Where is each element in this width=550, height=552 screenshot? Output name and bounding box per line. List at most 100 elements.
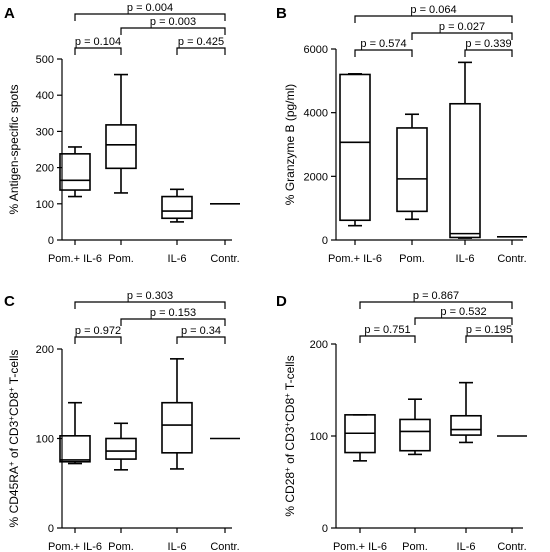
box-iqr bbox=[59, 435, 91, 463]
box-1 bbox=[59, 146, 91, 198]
comparison-bracket: p = 0.751 bbox=[359, 324, 416, 343]
x-category-label: Pom. bbox=[108, 253, 134, 265]
box-2 bbox=[396, 113, 428, 221]
bracket-line bbox=[176, 47, 226, 55]
comparison-bracket: p = 0.104 bbox=[74, 36, 122, 55]
y-tick-label: 400 bbox=[36, 90, 54, 102]
p-value-label: p = 0.004 bbox=[127, 2, 173, 14]
p-value-label: p = 0.574 bbox=[360, 38, 406, 50]
x-category-label: Contr. bbox=[210, 541, 239, 552]
p-value-label: p = 0.195 bbox=[466, 324, 512, 336]
bracket-line bbox=[465, 335, 513, 343]
x-category-label: IL-6 bbox=[168, 541, 187, 552]
y-tick-label: 4000 bbox=[304, 108, 328, 120]
y-tick-label: 2000 bbox=[304, 171, 328, 183]
bracket-line bbox=[74, 336, 122, 344]
box-1 bbox=[339, 73, 371, 227]
comparison-bracket: p = 0.425 bbox=[176, 36, 226, 55]
x-category-label: IL-6 bbox=[168, 253, 187, 265]
p-value-label: p = 0.303 bbox=[127, 290, 173, 302]
p-value-label: p = 0.532 bbox=[440, 306, 486, 318]
y-tick-label: 0 bbox=[322, 523, 328, 535]
x-category-label: IL-6 bbox=[456, 253, 475, 265]
box-2 bbox=[399, 398, 431, 456]
y-axis-label: % Granzyme B (pg/ml) bbox=[283, 84, 297, 205]
x-category-label: Pom. bbox=[108, 541, 134, 552]
x-category-label: IL-6 bbox=[457, 541, 476, 552]
p-value-label: p = 0.027 bbox=[439, 21, 485, 33]
box-1 bbox=[59, 401, 91, 465]
box-iqr bbox=[59, 153, 91, 191]
y-tick-label: 6000 bbox=[304, 44, 328, 56]
p-value-label: p = 0.003 bbox=[150, 16, 196, 28]
p-value-label: p = 0.104 bbox=[75, 36, 121, 48]
bracket-line bbox=[120, 27, 226, 35]
p-value-label: p = 0.425 bbox=[178, 36, 224, 48]
comparison-bracket: p = 0.195 bbox=[465, 324, 513, 343]
y-axis-label: % Antigen-specific spots bbox=[7, 84, 21, 214]
comparison-bracket: p = 0.339 bbox=[464, 38, 513, 57]
comparison-bracket: p = 0.532 bbox=[414, 306, 513, 325]
bracket-line bbox=[354, 49, 413, 57]
y-axis-label: % CD28+ of CD3+CD8+ T-cells bbox=[283, 355, 298, 516]
box-iqr bbox=[396, 127, 428, 213]
x-category-label: Pom.+ IL-6 bbox=[48, 253, 102, 265]
y-axis-label: % CD45RA+ of CD3+CD8+ T-cells bbox=[7, 350, 22, 528]
y-tick-label: 100 bbox=[36, 199, 54, 211]
bracket-line bbox=[74, 47, 122, 55]
panel-letter: C bbox=[4, 293, 15, 310]
box-iqr bbox=[105, 124, 137, 170]
p-value-label: p = 0.972 bbox=[75, 325, 121, 337]
box-3 bbox=[449, 61, 481, 239]
p-value-label: p = 0.339 bbox=[465, 38, 511, 50]
x-category-label: Pom.+ IL-6 bbox=[333, 541, 387, 552]
comparison-bracket: p = 0.867 bbox=[359, 290, 513, 309]
bracket-line bbox=[354, 15, 513, 23]
bracket-line bbox=[359, 335, 416, 343]
bracket-line bbox=[120, 318, 226, 326]
box-iqr bbox=[450, 414, 482, 436]
x-category-label: Contr. bbox=[497, 253, 526, 265]
panel-b: B 0 2000 4000 6000 Pom.+ IL-6 Pom. IL-6 Contr. % … bbox=[276, 4, 527, 265]
panel-letter: B bbox=[276, 5, 287, 22]
p-value-label: p = 0.153 bbox=[150, 307, 196, 319]
comparison-bracket: p = 0.34 bbox=[176, 325, 226, 344]
y-tick-label: 200 bbox=[36, 163, 54, 175]
y-tick-label: 200 bbox=[310, 339, 328, 351]
y-tick-label: 0 bbox=[48, 523, 54, 535]
box-3 bbox=[450, 381, 482, 444]
box-iqr bbox=[339, 73, 371, 222]
comparison-bracket: p = 0.004 bbox=[74, 2, 226, 21]
box-3 bbox=[161, 358, 193, 470]
p-value-label: p = 0.867 bbox=[413, 290, 459, 302]
panel-letter: D bbox=[276, 293, 287, 310]
box-3 bbox=[161, 188, 193, 223]
box-iqr bbox=[399, 418, 431, 452]
box-iqr bbox=[105, 437, 137, 460]
bracket-line bbox=[411, 32, 513, 40]
panel-letter: A bbox=[4, 5, 15, 22]
comparison-bracket: p = 0.027 bbox=[411, 21, 513, 40]
bracket-line bbox=[74, 301, 226, 309]
y-tick-label: 300 bbox=[36, 126, 54, 138]
x-category-label: Pom.+ IL-6 bbox=[328, 253, 382, 265]
x-category-label: Pom.+ IL-6 bbox=[48, 541, 102, 552]
x-category-label: Pom. bbox=[399, 253, 425, 265]
y-tick-label: 500 bbox=[36, 54, 54, 66]
bracket-line bbox=[414, 317, 513, 325]
x-category-label: Contr. bbox=[210, 253, 239, 265]
comparison-bracket: p = 0.972 bbox=[74, 325, 122, 344]
bracket-line bbox=[74, 13, 226, 21]
y-tick-label: 0 bbox=[322, 235, 328, 247]
comparison-bracket: p = 0.003 bbox=[120, 16, 226, 35]
comparison-bracket: p = 0.153 bbox=[120, 307, 226, 326]
x-category-label: Pom. bbox=[402, 541, 428, 552]
y-tick-label: 100 bbox=[310, 431, 328, 443]
panel-c: C 0 100 200 Pom.+ IL-6 Pom. IL-6 Contr. % CD45RA… bbox=[4, 290, 240, 552]
box-2 bbox=[105, 73, 137, 194]
y-tick-label: 200 bbox=[36, 344, 54, 356]
bracket-line bbox=[176, 336, 226, 344]
box-1 bbox=[344, 414, 376, 462]
comparison-bracket: p = 0.303 bbox=[74, 290, 226, 309]
